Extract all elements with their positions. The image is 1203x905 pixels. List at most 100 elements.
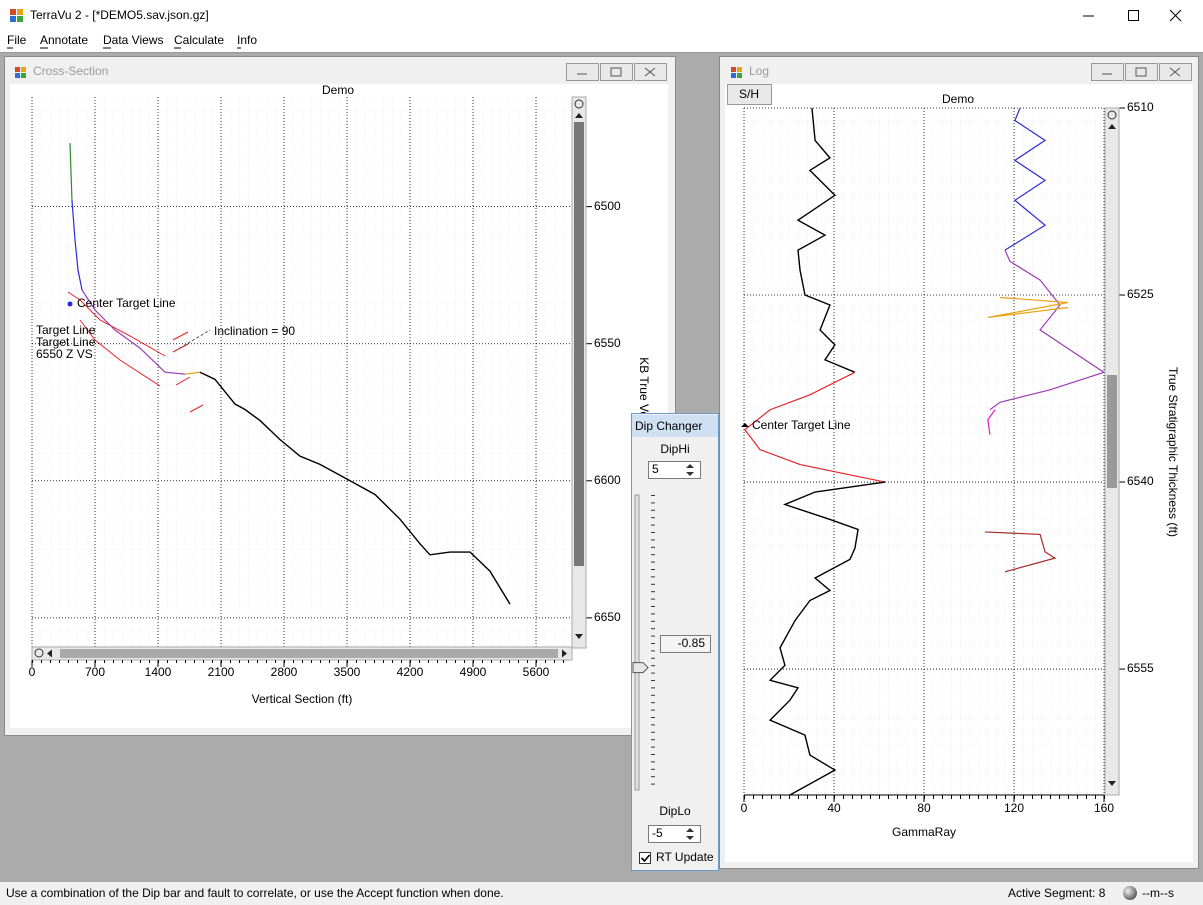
window-title: Dip Changer xyxy=(635,419,702,433)
y-tick-label: 6650 xyxy=(594,610,621,624)
data-line xyxy=(184,371,201,375)
y-tick-label: 6600 xyxy=(594,473,621,487)
window-title: Cross-Section xyxy=(33,64,108,78)
dip-value: -0.85 xyxy=(678,636,706,650)
x-tick-label: 4900 xyxy=(460,665,487,679)
data-line xyxy=(69,143,73,201)
close-button[interactable] xyxy=(1169,9,1182,22)
spin-arrows[interactable] xyxy=(686,464,694,476)
scroll-thumb[interactable] xyxy=(1107,375,1117,488)
annotation: Center Target Line xyxy=(752,418,851,432)
data-line xyxy=(744,371,886,483)
x-tick-label: 80 xyxy=(917,801,931,815)
minor-ticks xyxy=(32,660,572,664)
app-icon xyxy=(10,9,23,22)
dip-changer-window: Dip Changer DipHi 5 -0.85 DipLo -5 RT Up… xyxy=(631,413,719,871)
checkbox-label[interactable]: RT Update xyxy=(656,850,714,864)
menu-item[interactable]: Info xyxy=(237,33,257,47)
y-tick-label: 6540 xyxy=(1127,474,1154,488)
x-tick-label: 40 xyxy=(827,801,841,815)
data-line xyxy=(1004,108,1047,251)
x-tick-label: 700 xyxy=(85,665,105,679)
spin-box[interactable] xyxy=(648,825,701,843)
x-tick-label: 5600 xyxy=(523,665,550,679)
center-target-marker xyxy=(741,423,749,427)
y-tick-label: 6500 xyxy=(594,199,621,213)
data-line xyxy=(81,289,186,375)
window-icon xyxy=(731,67,742,78)
target-envelope xyxy=(67,291,211,413)
slider-track[interactable] xyxy=(634,494,640,791)
annotation: Target Line xyxy=(36,323,96,337)
data-line xyxy=(199,371,511,605)
x-tick-label: 1400 xyxy=(145,665,172,679)
x-tick-label: 2800 xyxy=(271,665,298,679)
menu-item[interactable]: Calculate xyxy=(174,33,224,47)
restore-button[interactable] xyxy=(1125,63,1158,81)
slider-thumb xyxy=(632,662,649,674)
scroll-zoom[interactable] xyxy=(34,648,44,658)
scroll-zoom[interactable] xyxy=(1107,110,1117,120)
y-tick-label: 6510 xyxy=(1127,100,1154,114)
data-line xyxy=(987,409,996,435)
spin-value[interactable]: 5 xyxy=(652,462,659,476)
menu-item[interactable]: Annotate xyxy=(40,33,88,47)
spin-box[interactable] xyxy=(648,461,701,479)
active-segment: Active Segment: 8 xyxy=(1008,886,1106,900)
data-line xyxy=(984,531,1057,573)
window-button-glyphs xyxy=(577,67,656,77)
annotation: Center Target Line xyxy=(77,296,176,310)
log-window: Log S/H Demo GammaRay True Stratigraphic… xyxy=(719,56,1199,869)
menu-bar xyxy=(0,32,1203,52)
window-title-bar xyxy=(632,415,718,437)
data-line xyxy=(987,296,1069,319)
annotation: Inclination = 90 xyxy=(214,324,295,338)
window-icon xyxy=(15,67,26,78)
sh-button[interactable] xyxy=(727,84,772,105)
window-title: Log xyxy=(749,64,769,78)
chart-title: Demo xyxy=(942,92,974,106)
center-target-marker xyxy=(67,301,73,307)
cross-section-plot: 0 700 1400 2100 2800 3500 4200 4900 5600 6500 6550… xyxy=(29,97,621,679)
scroll-zoom[interactable] xyxy=(574,99,584,109)
scroll-thumb[interactable] xyxy=(574,122,584,566)
x-tick-label: 3500 xyxy=(334,665,361,679)
x-tick-label: 160 xyxy=(1094,801,1114,815)
x-tick-label: 0 xyxy=(29,665,36,679)
x-axis-label: GammaRay xyxy=(892,825,956,839)
menu-item[interactable]: File xyxy=(7,33,27,47)
x-tick-label: 2100 xyxy=(208,665,235,679)
spin-arrows[interactable] xyxy=(686,828,694,840)
y-tick-label: 6555 xyxy=(1127,661,1154,675)
status-message: Use a combination of the Dip bar and fau… xyxy=(6,886,504,900)
checkbox[interactable] xyxy=(639,852,651,864)
y-tick-label: 6550 xyxy=(594,336,621,350)
minor-grid xyxy=(32,97,572,648)
data-line xyxy=(796,108,856,373)
clock: --m--s xyxy=(1142,886,1174,900)
minimize-button[interactable] xyxy=(566,63,599,81)
x-tick-label: 120 xyxy=(1004,801,1024,815)
x-tick-label: 0 xyxy=(741,801,748,815)
value-box xyxy=(660,635,711,653)
button-label[interactable]: S/H xyxy=(739,87,759,101)
scroll-thumb[interactable] xyxy=(60,649,558,658)
menu-item[interactable]: Data Views xyxy=(103,33,163,47)
title-bar xyxy=(0,0,1203,32)
window-button-glyphs xyxy=(1102,67,1181,77)
cross-section-window: Cross-Section Demo Vertical Section (ft)… xyxy=(4,56,676,736)
app-title: TerraVu 2 - [*DEMO5.sav.json.gz] xyxy=(30,8,209,22)
data-line xyxy=(768,481,886,795)
y-axis-label: True Stratigraphic Thickness (ft) xyxy=(1166,367,1180,537)
maximize-button[interactable] xyxy=(1128,10,1139,21)
slider-ticks xyxy=(651,495,656,791)
series-group xyxy=(744,108,1105,795)
spin-value[interactable]: -5 xyxy=(652,826,663,840)
minimize-button[interactable] xyxy=(1091,63,1124,81)
restore-button[interactable] xyxy=(600,63,633,81)
minor-ticks xyxy=(744,795,1105,800)
checkbox-check xyxy=(640,854,651,863)
label: DipLo xyxy=(659,804,691,818)
